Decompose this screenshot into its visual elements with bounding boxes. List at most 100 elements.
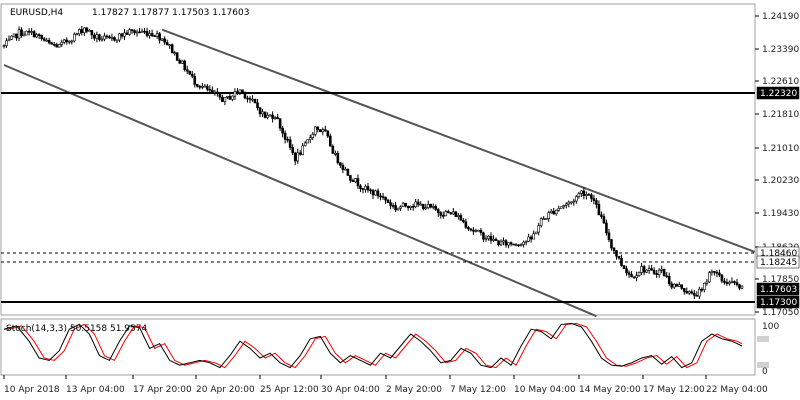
candle-body-down xyxy=(429,204,433,208)
price-tag-value: 1.22320 xyxy=(760,89,797,99)
candle xyxy=(153,34,156,38)
candle-body-up xyxy=(487,235,490,239)
candle xyxy=(326,130,330,139)
candle xyxy=(253,98,257,104)
candle xyxy=(371,188,375,200)
candle-body-down xyxy=(489,235,493,241)
candle xyxy=(539,217,543,228)
candle xyxy=(672,283,676,289)
price-pane[interactable]: EURUSD,H4 1.17827 1.17877 1.17503 1.1760… xyxy=(0,3,800,318)
price-tag-box xyxy=(756,295,800,309)
candle xyxy=(693,290,696,299)
candle xyxy=(522,240,525,248)
candle xyxy=(667,272,671,286)
candle xyxy=(10,35,13,41)
price-tag-box xyxy=(756,282,800,296)
candle xyxy=(444,209,448,217)
candle xyxy=(261,108,264,118)
candle-body-down xyxy=(479,229,483,234)
candle-body-down xyxy=(253,98,257,104)
candle-body-up xyxy=(554,209,558,215)
candle-body-down xyxy=(93,34,96,39)
chart-header-quote: 1.17827 1.17877 1.17503 1.17603 xyxy=(92,8,249,18)
candle xyxy=(165,39,169,46)
horizontal-levels[interactable] xyxy=(1,92,755,303)
candle-body-down xyxy=(504,240,508,246)
candle-body-down xyxy=(216,91,219,94)
candle-body-up xyxy=(672,283,676,288)
candle xyxy=(354,177,357,184)
channel-lines[interactable] xyxy=(3,28,755,318)
candle xyxy=(296,148,299,164)
candle-body-down xyxy=(720,274,724,282)
candle xyxy=(489,232,493,244)
candle-body-up xyxy=(203,85,207,88)
candle-body-down xyxy=(625,268,628,274)
candle xyxy=(22,31,26,37)
candle xyxy=(426,200,430,210)
candle xyxy=(346,168,350,176)
candle-body-up xyxy=(67,40,71,43)
price-pane-frame xyxy=(0,3,756,316)
candle xyxy=(291,144,294,156)
candle-body-down xyxy=(738,284,741,289)
channel-upper-line[interactable] xyxy=(161,28,755,253)
candle xyxy=(115,39,119,43)
candle xyxy=(436,208,440,217)
candle-body-up xyxy=(645,269,648,273)
candle-body-down xyxy=(42,38,46,41)
candle xyxy=(554,209,558,216)
candle-body-down xyxy=(291,147,294,154)
candle xyxy=(592,194,596,205)
candle xyxy=(447,209,450,214)
candle-body-down xyxy=(552,210,556,215)
candle-body-down xyxy=(50,42,53,45)
candle xyxy=(198,85,202,90)
channel-lower-line[interactable] xyxy=(3,64,597,318)
candle xyxy=(110,33,114,42)
candle xyxy=(276,113,279,120)
candle xyxy=(12,33,16,38)
candle-body-up xyxy=(35,34,38,38)
candle-body-down xyxy=(80,29,84,33)
stochastic-pane[interactable]: Stoch(14,3,3) 50.5158 51.9574 100 0 xyxy=(0,318,779,377)
candle xyxy=(321,127,325,136)
candle-body-up xyxy=(740,285,744,289)
candle xyxy=(637,271,641,278)
candle xyxy=(454,210,458,217)
candle xyxy=(414,198,417,209)
candle xyxy=(288,136,292,151)
candle-body-down xyxy=(133,30,136,34)
candle xyxy=(509,241,513,247)
candle xyxy=(391,202,395,209)
candle xyxy=(273,115,277,120)
candle xyxy=(286,136,289,143)
candle-body-up xyxy=(95,34,99,39)
candle-body-up xyxy=(542,218,545,220)
candle xyxy=(206,83,209,92)
candle-body-down xyxy=(472,229,475,232)
candle-body-down xyxy=(276,117,279,120)
candle xyxy=(376,188,380,199)
candle xyxy=(100,35,104,42)
candle xyxy=(567,200,571,208)
candle-body-up xyxy=(17,29,21,39)
candle xyxy=(544,218,548,220)
candle-body-up xyxy=(537,225,540,233)
candle-body-down xyxy=(228,95,232,100)
candle-body-up xyxy=(22,34,26,37)
candle xyxy=(632,276,636,279)
candle xyxy=(341,162,345,174)
candle-body-up xyxy=(180,60,184,64)
candle-body-up xyxy=(7,38,11,42)
candle-body-up xyxy=(657,269,661,275)
candle-body-up xyxy=(273,117,277,119)
candle-body-down xyxy=(733,281,736,283)
candle xyxy=(657,268,661,278)
candle-body-up xyxy=(730,281,734,283)
candle-body-down xyxy=(158,33,161,41)
candle xyxy=(221,94,224,102)
price-tag-box xyxy=(756,255,800,269)
candle xyxy=(411,203,415,211)
